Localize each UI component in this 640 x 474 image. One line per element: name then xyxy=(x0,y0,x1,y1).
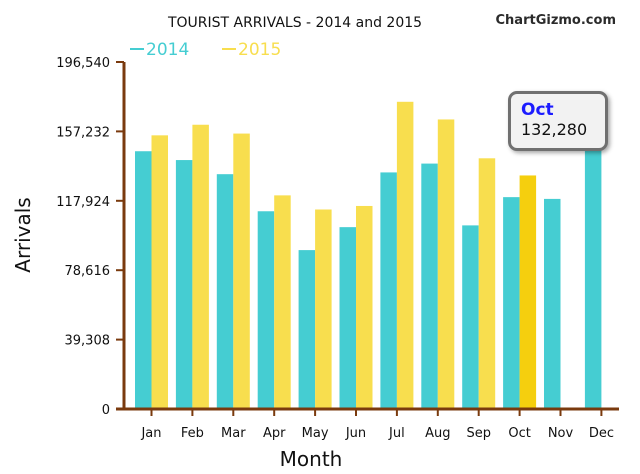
bar-2014-nov[interactable] xyxy=(544,198,561,409)
y-axis-title: Arrivals xyxy=(11,197,35,272)
bar-2014-jan[interactable] xyxy=(135,151,152,409)
tooltip-value: 132,280 xyxy=(521,120,588,139)
bar-2014-jul[interactable] xyxy=(380,172,397,409)
y-tick-label: 78,616 xyxy=(65,264,111,279)
bar-2015-jan[interactable] xyxy=(151,135,169,409)
bar-2014-jun[interactable] xyxy=(339,227,357,409)
bar-2014-dec[interactable] xyxy=(584,144,602,410)
x-tick-label: Sep xyxy=(466,426,491,441)
bar-2014-aug[interactable] xyxy=(421,163,438,409)
bar-2015-may[interactable] xyxy=(315,209,332,409)
bar-2014-sep[interactable] xyxy=(462,225,479,409)
bar-2015-feb[interactable] xyxy=(192,124,209,409)
tooltip-month: Oct xyxy=(521,100,554,120)
bar-2014-mar[interactable] xyxy=(216,174,234,409)
x-tick-label: Mar xyxy=(221,426,246,441)
bar-2014-oct[interactable] xyxy=(503,197,520,409)
y-tick-label: 117,924 xyxy=(56,195,110,210)
bar-2014-may[interactable] xyxy=(298,250,316,409)
bar-2015-aug[interactable] xyxy=(437,119,455,409)
bar-2015-oct[interactable] xyxy=(519,175,537,409)
bar-2014-apr[interactable] xyxy=(257,211,275,409)
bar-2015-jul[interactable] xyxy=(396,101,414,410)
x-tick-label: Dec xyxy=(589,426,614,441)
bar-2014-feb[interactable] xyxy=(175,160,193,409)
x-axis-title: Month xyxy=(280,447,343,471)
value-tooltip: Oct 132,280 xyxy=(508,91,608,151)
y-axis-ticks: 196,540 157,232 117,924 78,616 39,308 0 xyxy=(56,56,124,418)
chart-title: TOURIST ARRIVALS - 2014 and 2015 xyxy=(167,15,422,31)
x-tick-label: Nov xyxy=(548,426,574,441)
x-axis-labels: Jan Feb Mar Apr May Jun Jul Aug Sep Oct Nov Dec xyxy=(140,409,614,441)
legend-label-2014: 2014 xyxy=(146,40,189,60)
x-tick-label: Jan xyxy=(140,426,161,441)
y-tick-label: 0 xyxy=(102,403,110,418)
y-tick-label: 196,540 xyxy=(56,56,110,71)
x-tick-label: May xyxy=(302,426,329,441)
x-tick-label: Jun xyxy=(345,426,366,441)
legend-label-2015: 2015 xyxy=(238,40,281,60)
x-tick-label: Apr xyxy=(263,426,286,441)
x-tick-label: Jul xyxy=(388,426,405,441)
bar-2015-jun[interactable] xyxy=(356,205,373,409)
bars[interactable] xyxy=(135,101,602,410)
x-tick-label: Feb xyxy=(181,426,204,441)
legend: 2014 2015 xyxy=(130,40,281,60)
watermark-logo: ChartGizmo.com xyxy=(496,13,617,28)
y-tick-label: 39,308 xyxy=(65,334,111,349)
bar-2015-sep[interactable] xyxy=(478,158,496,409)
y-tick-label: 157,232 xyxy=(56,125,110,140)
bar-2015-apr[interactable] xyxy=(274,195,291,409)
bar-2015-mar[interactable] xyxy=(233,133,250,410)
x-tick-label: Oct xyxy=(508,426,530,441)
x-tick-label: Aug xyxy=(425,426,450,441)
